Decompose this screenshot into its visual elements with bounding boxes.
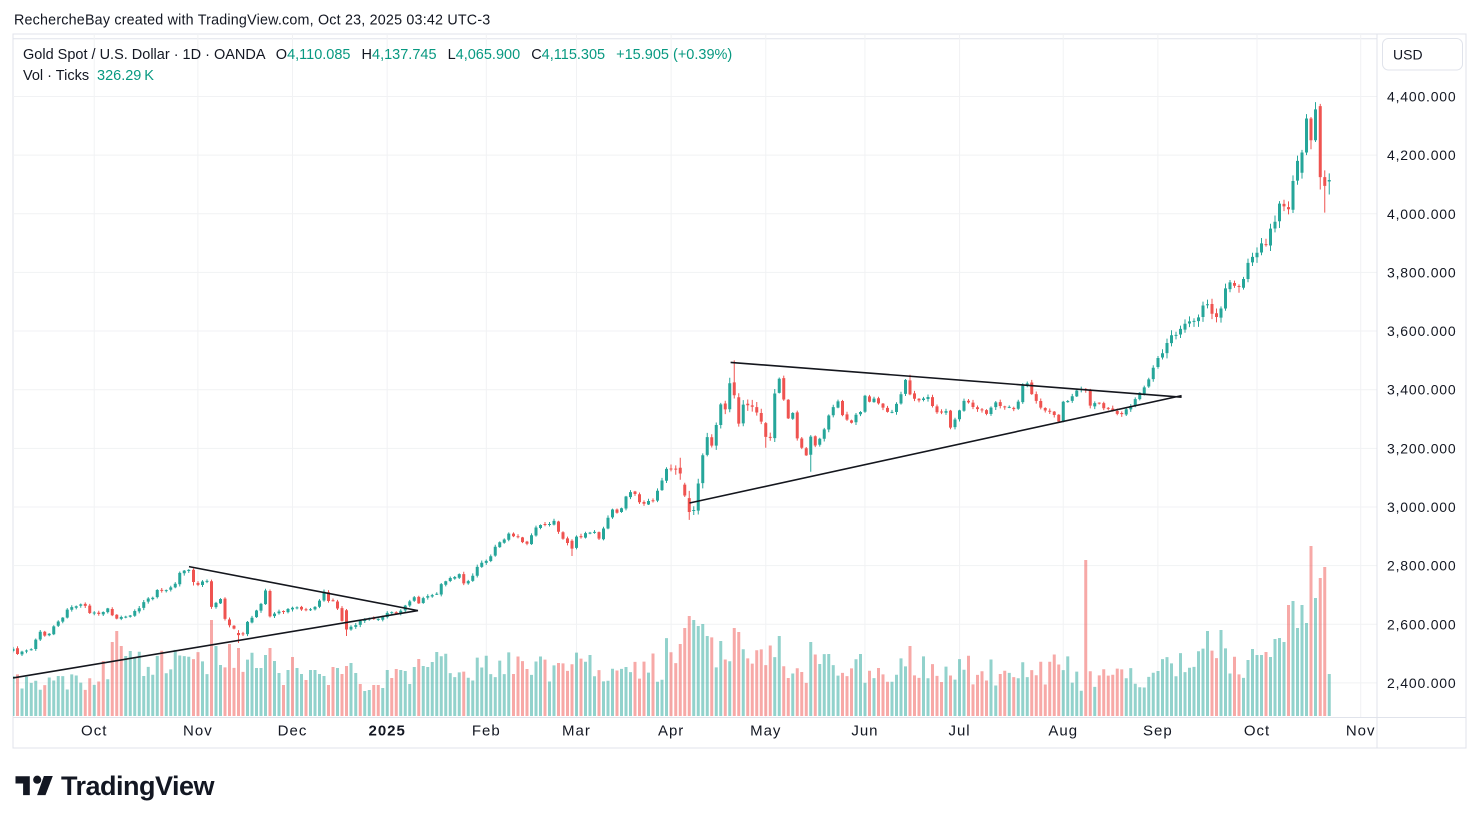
svg-text:Oct: Oct (81, 723, 107, 740)
svg-text:Gold Spot / U.S. Dollar · 1D ·: Gold Spot / U.S. Dollar · 1D · OANDA O4,… (23, 47, 732, 63)
svg-text:Jun: Jun (851, 723, 878, 740)
svg-text:4,200.000: 4,200.000 (1387, 147, 1456, 163)
svg-text:2025: 2025 (368, 723, 405, 740)
svg-text:326.29 K: 326.29 K (97, 68, 154, 84)
svg-text:RechercheBay created with Trad: RechercheBay created with TradingView.co… (14, 12, 490, 28)
svg-text:3,400.000: 3,400.000 (1387, 382, 1456, 398)
svg-text:4,000.000: 4,000.000 (1387, 206, 1456, 222)
svg-text:3,800.000: 3,800.000 (1387, 264, 1456, 280)
svg-text:TradingView: TradingView (61, 771, 216, 801)
svg-text:Aug: Aug (1048, 723, 1078, 740)
svg-text:3,600.000: 3,600.000 (1387, 323, 1456, 339)
svg-text:Mar: Mar (562, 723, 591, 740)
svg-text:2,400.000: 2,400.000 (1387, 675, 1456, 691)
svg-text:Jul: Jul (948, 723, 970, 740)
svg-text:Nov: Nov (183, 723, 213, 740)
svg-text:2,800.000: 2,800.000 (1387, 558, 1456, 574)
svg-text:4,400.000: 4,400.000 (1387, 89, 1456, 105)
svg-text:May: May (750, 723, 781, 740)
svg-text:Sep: Sep (1143, 723, 1173, 740)
svg-text:3,200.000: 3,200.000 (1387, 440, 1456, 456)
svg-text:Apr: Apr (658, 723, 684, 740)
svg-text:Oct: Oct (1244, 723, 1270, 740)
svg-text:Feb: Feb (472, 723, 501, 740)
svg-text:Vol · Ticks: Vol · Ticks (23, 68, 89, 84)
svg-text:Nov: Nov (1346, 723, 1376, 740)
svg-text:Dec: Dec (278, 723, 308, 740)
svg-text:2,600.000: 2,600.000 (1387, 616, 1456, 632)
svg-text:USD: USD (1393, 47, 1423, 63)
svg-text:3,000.000: 3,000.000 (1387, 499, 1456, 515)
